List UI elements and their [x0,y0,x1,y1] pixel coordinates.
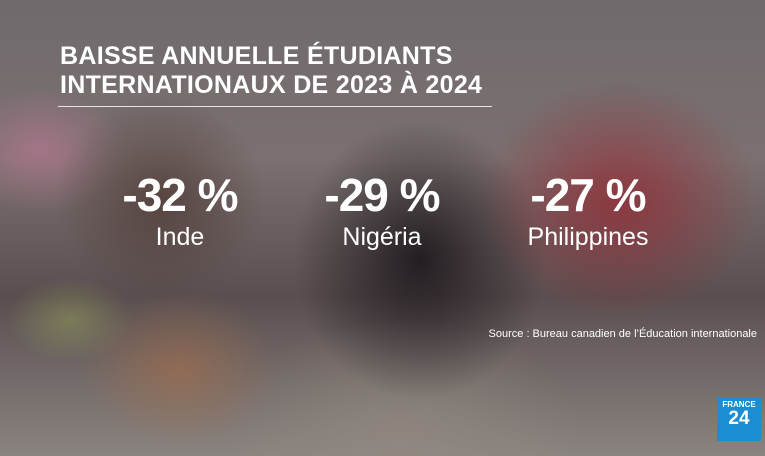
stat-label: Inde [155,223,205,251]
stat: -27 % Philippines [488,168,688,252]
stat-value: -29 % [324,169,440,221]
title-rule [58,106,492,107]
stat-value: -32 % [122,169,238,221]
logo-text: FRANCE [722,400,756,409]
stat-label: Philippines [527,223,649,251]
stat: -29 % Nigéria [282,168,482,252]
stat-value: -27 % [530,169,646,221]
stat-label: Nigéria [342,223,422,251]
title-line: INTERNATIONAUX DE 2023 À 2024 [60,71,483,99]
source: Source : Bureau canadien de l’Éducation … [488,328,757,340]
channel-logo: FRANCE 24 [717,397,761,441]
logo-text: 24 [728,408,750,429]
stat: -32 % Inde [80,168,280,252]
title-line: BAISSE ANNUELLE ÉTUDIANTS [60,42,453,70]
title: BAISSE ANNUELLE ÉTUDIANTS INTERNATIONAUX… [60,42,482,100]
